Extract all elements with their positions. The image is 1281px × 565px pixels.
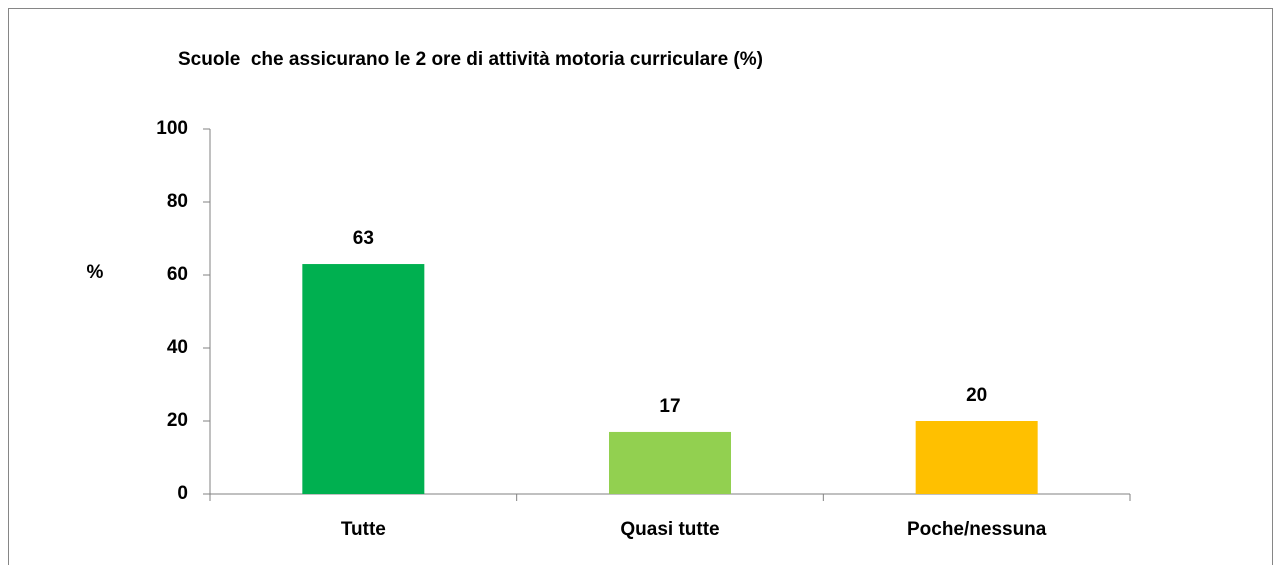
data-label: 17 (659, 396, 680, 417)
data-label: 63 (353, 228, 374, 249)
y-tick-label: 40 (167, 337, 188, 358)
y-tick-label: 0 (177, 483, 188, 504)
bar (609, 431, 731, 494)
y-tick-label: 100 (156, 118, 188, 139)
data-label: 20 (966, 385, 987, 406)
y-tick-label: 20 (167, 410, 188, 431)
y-axis-label: % (87, 262, 104, 283)
bar (915, 421, 1038, 494)
bar (302, 264, 425, 494)
y-tick-label: 80 (167, 191, 188, 212)
chart-title: Scuole che assicurano le 2 ore di attivi… (178, 49, 763, 70)
x-tick-label: Poche/nessuna (907, 519, 1047, 540)
x-tick-label: Tutte (341, 519, 386, 540)
x-tick-label: Quasi tutte (620, 519, 719, 540)
y-tick-label: 60 (167, 264, 188, 285)
